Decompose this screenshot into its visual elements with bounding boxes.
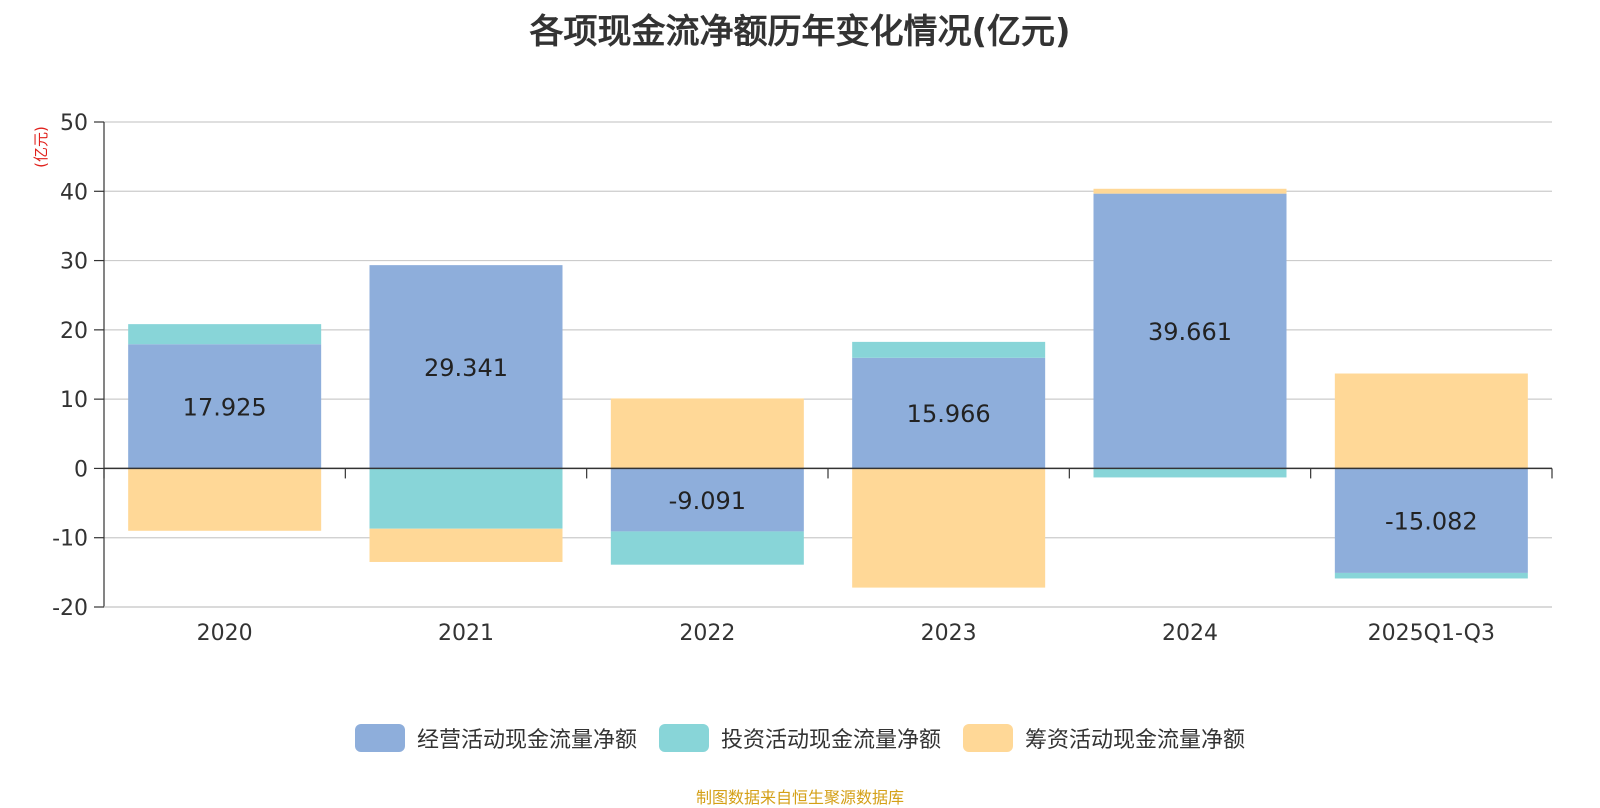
bar-financing xyxy=(1334,373,1528,469)
legend-swatch xyxy=(354,724,405,752)
data-label: 39.661 xyxy=(1148,318,1232,346)
bar-investing xyxy=(852,341,1046,358)
bar-financing xyxy=(128,468,322,531)
bar-operating xyxy=(852,357,1046,469)
bar-investing xyxy=(1093,468,1287,478)
legend-label: 投资活动现金流量净额 xyxy=(720,728,941,753)
legend-swatch xyxy=(658,724,709,752)
legend-item[interactable]: 经营活动现金流量净额 xyxy=(354,722,637,754)
bar-investing xyxy=(1334,572,1528,579)
bar-financing xyxy=(369,528,563,562)
legend-item[interactable]: 筹资活动现金流量净额 xyxy=(963,722,1245,754)
data-source-footer: 制图数据来自恒生聚源数据库 xyxy=(695,788,904,807)
y-tick-label: 30 xyxy=(60,250,88,275)
y-tick-label: 0 xyxy=(74,457,88,482)
bar-financing xyxy=(610,398,804,469)
bar-operating xyxy=(369,265,563,469)
bar-operating xyxy=(1334,468,1528,573)
x-tick-label: 2023 xyxy=(921,621,977,646)
chart-title: 各项现金流净额历年变化情况(亿元) xyxy=(529,12,1071,52)
bar-financing xyxy=(852,468,1046,588)
legend-label: 筹资活动现金流量净额 xyxy=(1025,728,1246,753)
legend-item[interactable]: 投资活动现金流量净额 xyxy=(658,722,941,754)
data-label: -15.082 xyxy=(1385,508,1478,536)
data-label: 17.925 xyxy=(183,393,267,421)
y-tick-label: 10 xyxy=(60,388,88,413)
y-tick-label: -10 xyxy=(52,527,88,552)
x-tick-label: 2022 xyxy=(679,621,735,646)
data-label: 15.966 xyxy=(907,400,991,428)
x-tick-label: 2024 xyxy=(1162,621,1218,646)
bar-investing xyxy=(128,324,322,345)
data-label: 29.341 xyxy=(424,354,508,382)
x-tick-label: 2020 xyxy=(197,621,253,646)
y-axis-label: (亿元) xyxy=(32,126,50,168)
bar-operating xyxy=(610,468,804,532)
bar-operating xyxy=(128,344,322,469)
legend-label: 经营活动现金流量净额 xyxy=(416,728,637,753)
y-tick-label: 50 xyxy=(60,111,88,136)
x-tick-label: 2021 xyxy=(438,621,494,646)
data-label: -9.091 xyxy=(669,487,746,515)
x-tick-label: 2025Q1-Q3 xyxy=(1368,621,1495,646)
y-tick-label: 40 xyxy=(60,180,88,205)
y-tick-label: -20 xyxy=(52,596,88,621)
legend: 经营活动现金流量净额 投资活动现金流量净额 筹资活动现金流量净额 xyxy=(0,722,1600,754)
bar-financing xyxy=(1093,188,1287,194)
y-tick-label: 20 xyxy=(60,319,88,344)
legend-swatch xyxy=(963,724,1013,752)
bar-operating xyxy=(1093,193,1287,469)
bar-investing xyxy=(369,468,563,529)
bar-investing xyxy=(610,531,804,565)
